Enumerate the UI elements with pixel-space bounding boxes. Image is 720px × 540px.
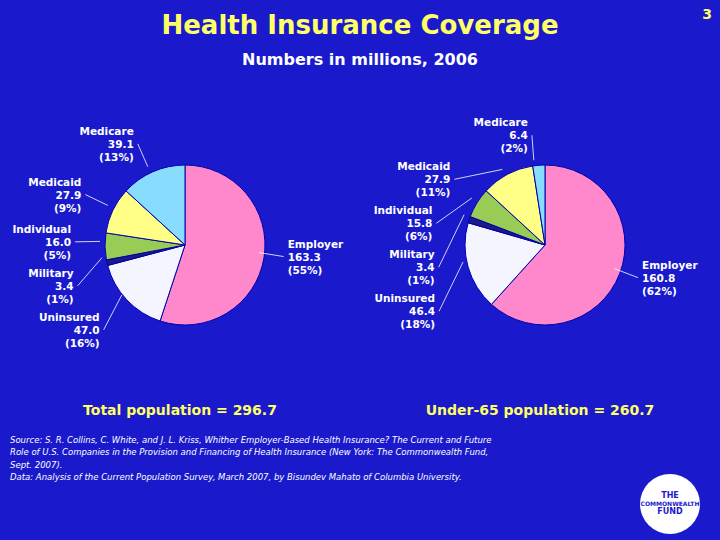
svg-text:Medicare6.4(2%): Medicare6.4(2%): [474, 116, 528, 154]
html-text:THE: THE: [661, 491, 679, 501]
svg-text:Medicaid27.9(9%): Medicaid27.9(9%): [28, 176, 81, 214]
svg-text:Medicaid27.9(11%): Medicaid27.9(11%): [397, 160, 450, 198]
svg-text:Uninsured46.4(18%): Uninsured46.4(18%): [374, 292, 435, 330]
svg-text:Employer163.3(55%): Employer163.3(55%): [288, 238, 344, 276]
svg-text:Individual16.0(5%): Individual16.0(5%): [12, 223, 71, 261]
svg-text:Military3.4(1%): Military3.4(1%): [28, 267, 74, 305]
html-text:COMMONWEALTH: COMMONWEALTH: [640, 499, 700, 507]
svg-text:Individual15.8(6%): Individual15.8(6%): [374, 204, 433, 242]
svg-text:Medicare39.1(13%): Medicare39.1(13%): [79, 125, 133, 163]
html-text:Health Insurance Coverage: Health Insurance Coverage: [161, 10, 559, 40]
svg-text:Uninsured47.0(16%): Uninsured47.0(16%): [39, 311, 100, 349]
svg-text:Employer160.8(62%): Employer160.8(62%): [642, 259, 698, 297]
html-text:Data: Analysis of the Current: Data: Analysis of the Current Population…: [10, 471, 462, 482]
html-text:Numbers in millions, 2006: Numbers in millions, 2006: [242, 50, 478, 69]
html-text:Total population = 296.7: Total population = 296.7: [83, 402, 277, 418]
html-text:3: 3: [702, 6, 712, 22]
html-text:Source: S. R. Collins, C. Whit: Source: S. R. Collins, C. White, and J. …: [10, 435, 492, 445]
html-text:Under-65 population = 260.7: Under-65 population = 260.7: [425, 402, 655, 418]
html-text:Sept. 2007).: Sept. 2007).: [10, 459, 63, 470]
html-text:Role of U.S. Companies in the: Role of U.S. Companies in the Provision …: [10, 447, 489, 458]
html-text:FUND: FUND: [657, 507, 683, 517]
svg-text:Military3.4(1%): Military3.4(1%): [389, 248, 435, 286]
